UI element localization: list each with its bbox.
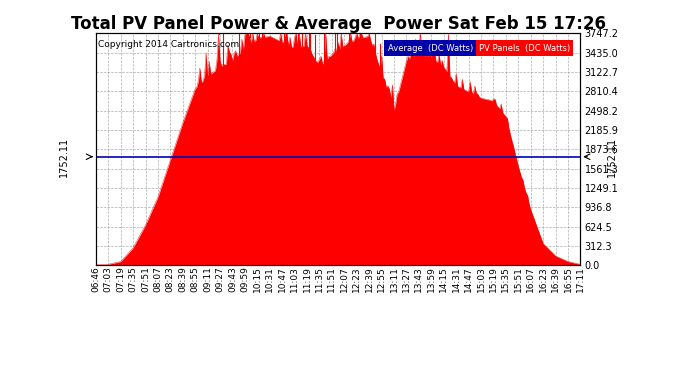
Text: 1752.11: 1752.11 <box>607 136 617 177</box>
Text: Average  (DC Watts): Average (DC Watts) <box>388 44 473 53</box>
Text: Copyright 2014 Cartronics.com: Copyright 2014 Cartronics.com <box>98 40 239 49</box>
Text: PV Panels  (DC Watts): PV Panels (DC Watts) <box>479 44 571 53</box>
FancyBboxPatch shape <box>384 40 476 56</box>
Text: 1752.11: 1752.11 <box>59 136 69 177</box>
Title: Total PV Panel Power & Average  Power Sat Feb 15 17:26: Total PV Panel Power & Average Power Sat… <box>70 15 606 33</box>
FancyBboxPatch shape <box>476 40 573 56</box>
